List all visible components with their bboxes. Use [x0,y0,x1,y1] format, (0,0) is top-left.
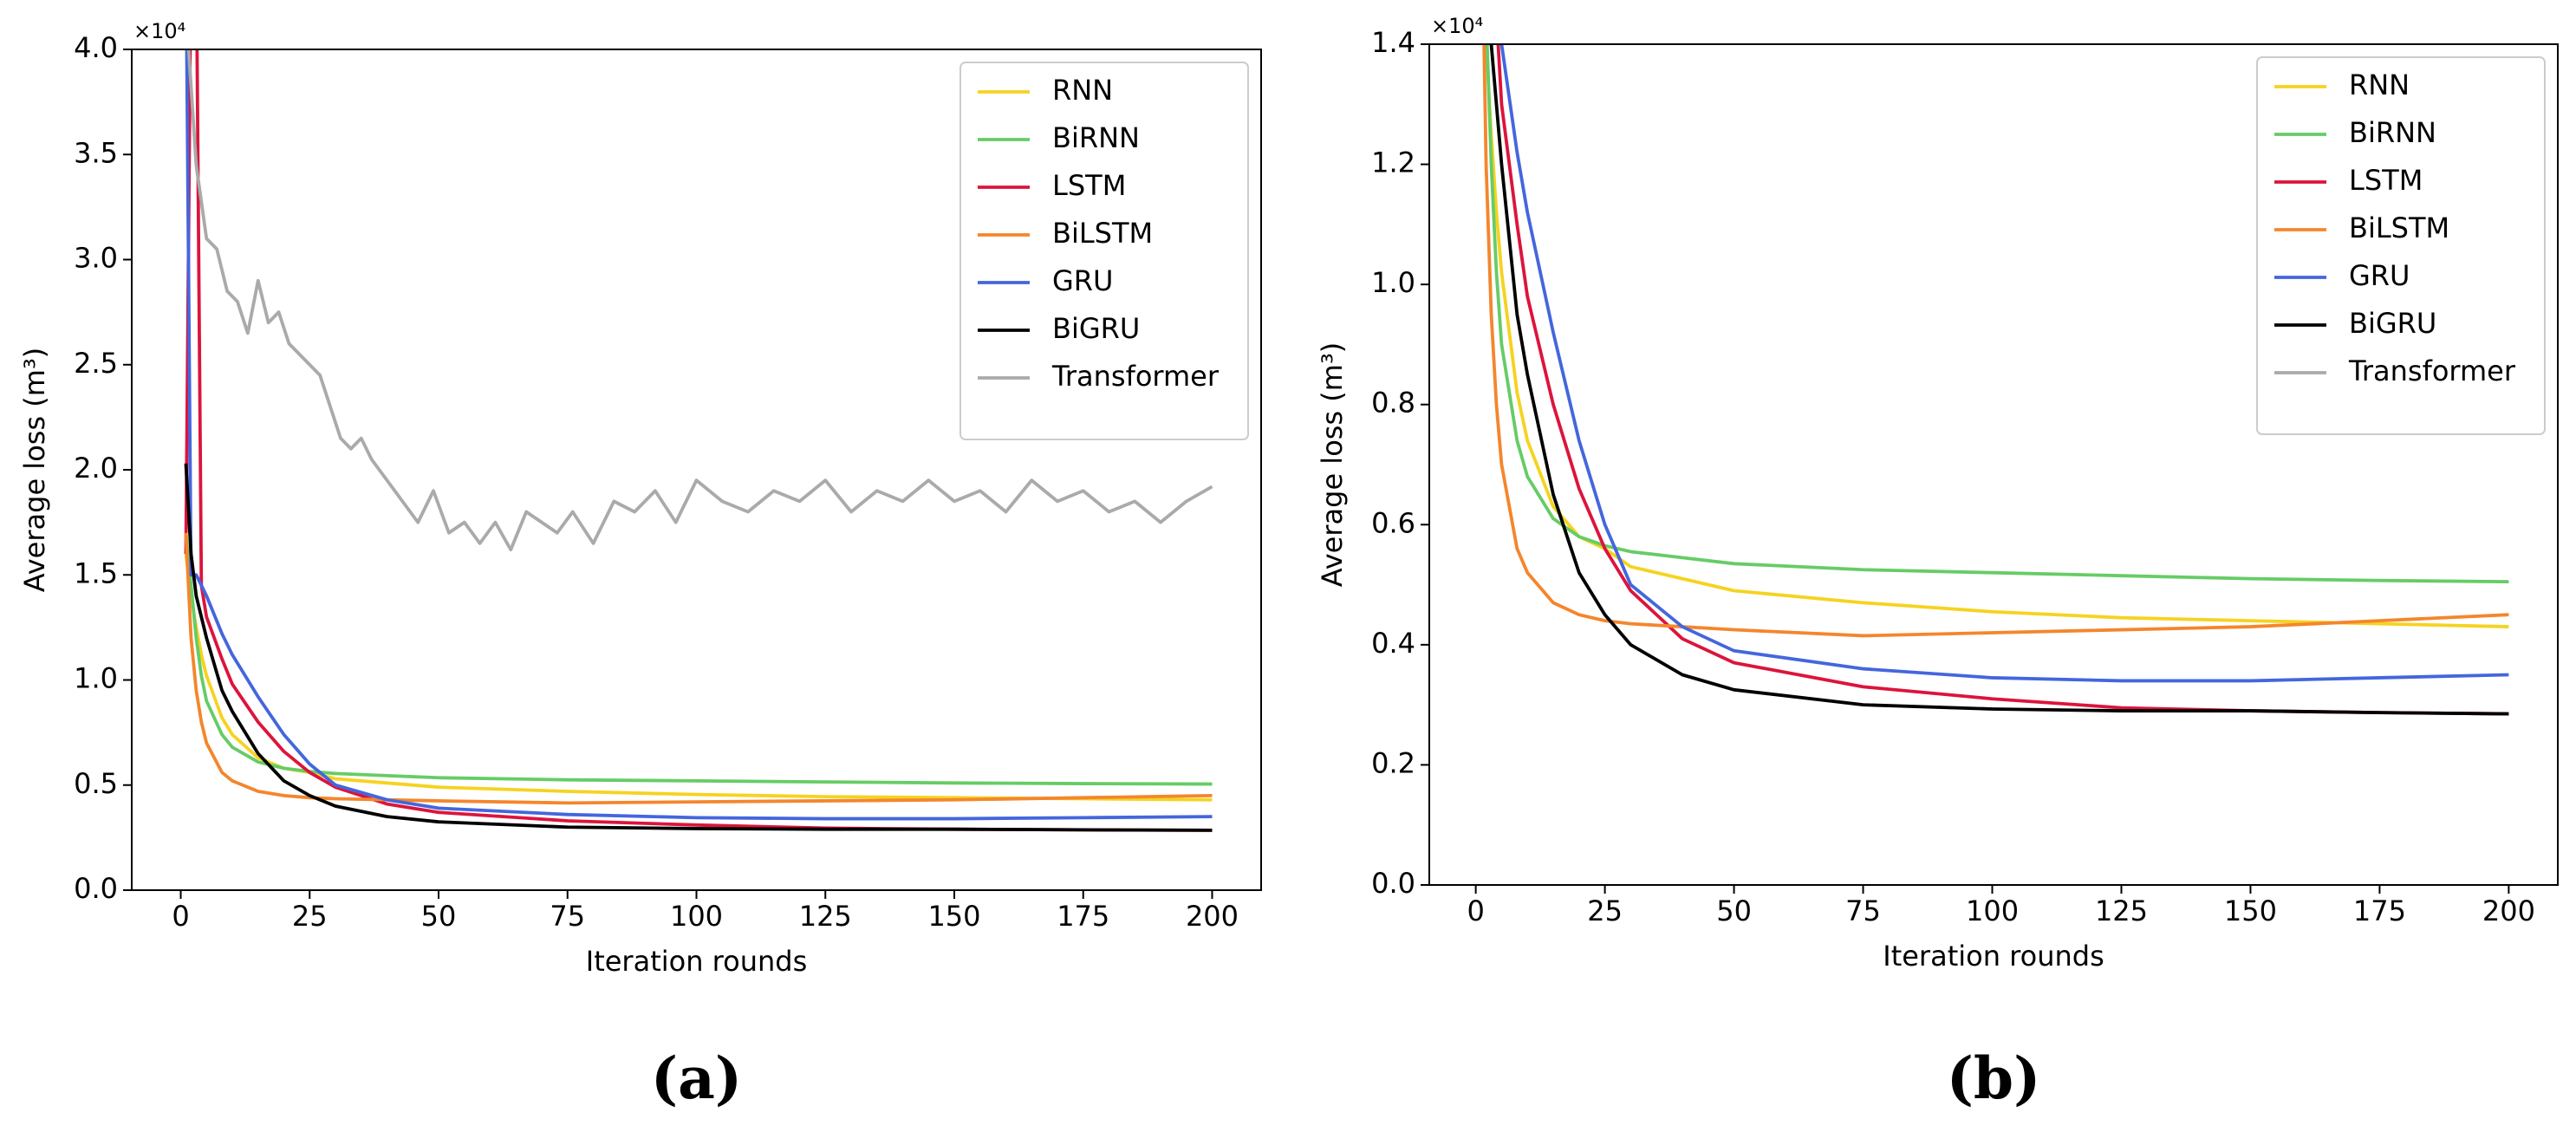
chart: 0.0 0.2 0.4 0.6 0.8 1.0 1.2 1.4 0 25 50 75 100 125 150… [1316,14,2559,1112]
caption: (a) [651,1044,742,1112]
y-tick-label: 1.5 [74,556,118,589]
y-tick-label: 0.6 [1371,506,1415,539]
legend-label: LSTM [1052,169,1126,202]
y-tick-label: 3.0 [74,242,118,275]
y-axis-label: Average loss (m³) [18,348,51,593]
y-tick-label: 0.4 [1371,627,1415,660]
legend-label: BiRNN [1052,121,1140,154]
legend-label: BiLSTM [2349,211,2449,244]
x-tick-label: 125 [799,900,852,933]
x-tick-label: 200 [1186,900,1239,933]
x-tick-label: 25 [292,900,328,933]
series-line [1489,44,2509,716]
x-tick-label: 175 [1057,900,1109,933]
series-line [184,463,1213,832]
legend: RNN BiRNN LSTM BiLSTM GRU BiGRU Transformer [2256,56,2546,435]
plot-lines [184,49,1213,832]
y-tick-label: 3.5 [74,136,118,169]
legend-label: Transformer [1051,360,1220,393]
legend-label: GRU [1052,264,1113,297]
x-tick-label: 50 [421,900,457,933]
axes-frame [131,49,1262,891]
x-tick-label: 200 [2482,895,2535,927]
y-axis-label: Average loss (m³) [1316,342,1349,588]
y-tick-label: 2.5 [74,347,118,380]
y-tick-label: 1.2 [1371,146,1415,179]
y-tick-label: 4.0 [74,31,118,64]
series-line [184,532,1213,786]
x-tick-label: 175 [2353,895,2406,927]
series-line [184,553,1213,802]
caption: (b) [1947,1044,2041,1112]
y-multiplier: ×10⁴ [1431,14,1483,38]
x-tick-label: 0 [172,900,189,933]
x-tick-label: 100 [1966,895,2019,927]
y-tick-label: 0.0 [74,872,118,905]
x-tick-label: 50 [1716,895,1752,927]
x-tick-label: 125 [2095,895,2148,927]
legend-label: BiGRU [2349,307,2436,340]
legend-label: RNN [1052,74,1113,107]
plot-lines [1482,44,2509,716]
x-tick-label: 150 [2224,895,2277,927]
y-tick-label: 1.0 [74,662,118,695]
series-line [185,49,1213,821]
legend-label: BiGRU [1052,312,1140,345]
chart: 0.0 0.5 1.0 1.5 2.0 2.5 3.0 3.5 4.0 0 25 50 75 100 125… [18,19,1262,1112]
y-tick-label: 0.8 [1371,387,1415,420]
x-axis-label: Iteration rounds [1883,940,2104,973]
x-tick-label: 25 [1587,895,1623,927]
y-tick-label: 2.0 [74,452,118,485]
x-tick-label: 75 [1845,895,1881,927]
x-tick-label: 100 [670,900,723,933]
legend-box [2256,56,2546,435]
series-line [186,49,1213,552]
x-tick-label: 0 [1467,895,1484,927]
legend-label: RNN [2349,68,2410,101]
x-axis-label: Iteration rounds [586,945,807,978]
y-tick-label: 1.0 [1371,266,1415,299]
legend: RNN BiRNN LSTM BiLSTM GRU BiGRU Transformer [959,62,1249,440]
series-line [1499,44,2509,683]
legend-label: Transformer [2348,355,2516,387]
legend-label: BiRNN [2349,116,2436,149]
legend-box [959,62,1249,440]
x-tick-label: 75 [550,900,585,933]
legend-label: LSTM [2349,164,2423,197]
series-line [1482,44,2509,638]
y-tick-label: 1.4 [1371,26,1415,59]
x-tick-label: 150 [927,900,980,933]
legend-label: GRU [2349,259,2410,292]
y-tick-label: 0.0 [1371,867,1415,900]
y-tick-label: 0.2 [1371,746,1415,779]
y-tick-label: 0.5 [74,767,118,800]
axes-frame [1428,43,2559,886]
legend-label: BiLSTM [1052,217,1153,250]
series-line [1496,44,2509,716]
series-line [184,532,1213,805]
y-multiplier: ×10⁴ [133,19,185,43]
